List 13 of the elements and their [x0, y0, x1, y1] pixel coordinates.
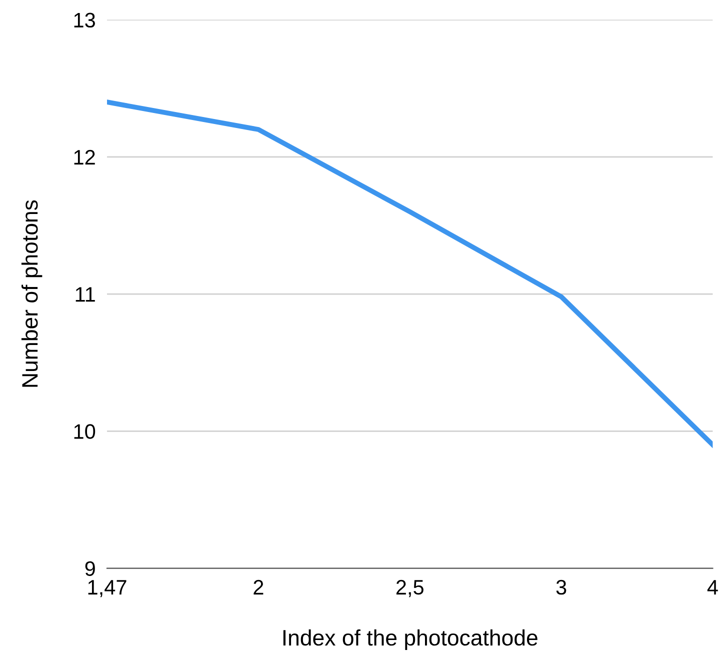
y-tick-label: 13: [74, 12, 95, 28]
x-tick-label: 2,5: [396, 580, 424, 598]
y-tick-label: 11: [76, 287, 95, 302]
x-tick-label: 4: [707, 580, 718, 594]
x-tick-label: 2: [254, 580, 264, 594]
y-axis-title: Number of photons: [21, 200, 42, 387]
y-tick-label: 10: [74, 424, 96, 439]
x-axis-title: Index of the photocathode: [283, 629, 538, 650]
line-series: [107, 100, 713, 448]
x-tick-label: 1,47: [88, 580, 126, 598]
x-tick-label: 3: [556, 580, 566, 595]
y-tick-label: 12: [74, 150, 95, 164]
y-tick-label: 9: [85, 561, 95, 576]
